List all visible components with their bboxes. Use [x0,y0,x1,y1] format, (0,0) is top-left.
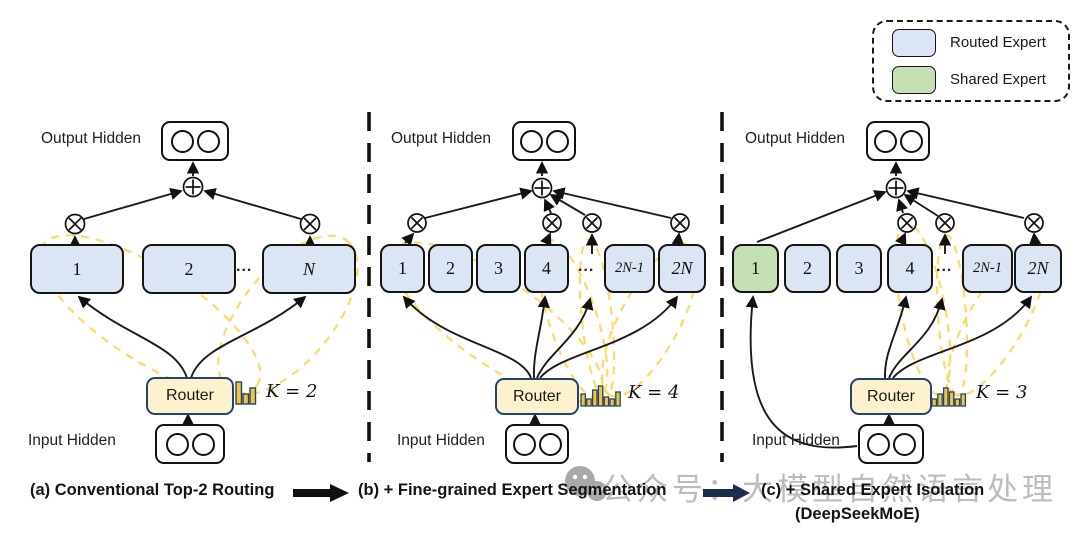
watermark-text: 公众号：大模型自然语言处理 [602,472,1057,507]
panel-a-k-value: K = 2 [266,381,318,402]
caption-panel-a: (a) Conventional Top-2 Routing [30,481,275,499]
panel-a-ellipsis: ... [236,258,253,275]
panel-c-expert-2n: 2N [1014,244,1062,293]
panel-b-arrows [401,161,684,426]
token-circle [165,432,189,456]
caption-panel-b: (b) + Fine-grained Expert Segmentation [358,481,667,499]
panel-b-expert-3: 3 [476,244,521,293]
token-circle [899,129,923,153]
panel-c-ellipsis: ... [936,258,953,275]
panel-b-input-hidden-label: Input Hidden [397,432,485,449]
panel-a-expert-2: 2 [142,244,236,294]
panel-b-output-hidden-label: Output Hidden [391,130,491,147]
panel-b-bar-chart-icon [580,385,621,407]
token-circle [196,129,220,153]
caption-panel-c: (c) + Shared Expert Isolation [761,481,985,499]
caption-arrow-b-to-c [703,484,750,502]
panel-c-gate-nodes [897,213,1044,233]
panel-a-gate-nodes [64,213,321,235]
panel-a-output-hidden-box [161,121,229,161]
panel-b-expert-4: 4 [524,244,569,293]
panel-c-input-hidden-box [858,424,924,464]
panel-a-bar-chart-icon [235,381,257,405]
panel-c-expert-3: 3 [836,244,882,293]
routed-expert-swatch [892,28,936,57]
token-circle [191,432,215,456]
panel-b-expert-2n: 2N [658,244,706,293]
panel-c-arrows [745,161,1042,449]
panel-b-expert-1: 1 [380,244,425,293]
panel-c-output-hidden-box [866,121,930,161]
panel-c-expert-4: 4 [887,244,933,293]
panel-b-ellipsis: ... [578,258,595,275]
panel-a-sum-node [182,176,204,198]
panel-b-output-hidden-box [512,121,576,161]
panel-c-sum-node [885,177,907,199]
panel-b-k-value: K = 4 [628,382,680,403]
routed-expert-label: Routed Expert [950,34,1046,51]
shared-expert-label: Shared Expert [950,71,1046,88]
token-circle [512,432,536,456]
panel-c-expert-2n-1: 2N-1 [962,244,1013,293]
panel-c-bar-chart-icon [931,387,967,407]
panel-b-expert-2n-1: 2N-1 [604,244,655,293]
panel-b-router: Router [495,378,579,415]
panel-a-output-hidden-label: Output Hidden [41,130,141,147]
legend-routed-expert: Routed Expert [892,28,1068,57]
token-circle [538,432,562,456]
token-circle [866,432,890,456]
panel-b-expert-2: 2 [428,244,473,293]
token-circle [545,129,569,153]
panel-a-router: Router [146,377,234,415]
token-circle [170,129,194,153]
caption-panel-c-line2: (DeepSeekMoE) [795,505,920,523]
panel-c-input-hidden-label: Input Hidden [752,432,840,449]
legend-shared-expert: Shared Expert [892,65,1068,94]
panel-a-expert-n: N [262,244,356,294]
panel-b-gate-nodes [407,213,690,233]
panel-c-k-value: K = 3 [976,382,1028,403]
panel-a-input-hidden-label: Input Hidden [28,432,116,449]
panel-b-input-hidden-box [505,424,569,464]
panel-divider-lines [367,112,724,462]
panel-c-router: Router [850,378,932,415]
panel-c-shared-expert-1: 1 [732,244,779,293]
panel-a-arrows [68,161,317,426]
caption-arrow-a-to-b [293,484,349,502]
token-circle [892,432,916,456]
panel-b-sum-node [531,177,553,199]
panel-a-expert-1: 1 [30,244,124,294]
shared-expert-swatch [892,65,936,94]
token-circle [519,129,543,153]
legend: Routed Expert Shared Expert [872,20,1070,102]
wechat-icon [565,466,607,501]
token-circle [873,129,897,153]
panel-a-input-hidden-box [155,424,225,464]
panel-c-output-hidden-label: Output Hidden [745,130,845,147]
panel-c-expert-2: 2 [784,244,831,293]
